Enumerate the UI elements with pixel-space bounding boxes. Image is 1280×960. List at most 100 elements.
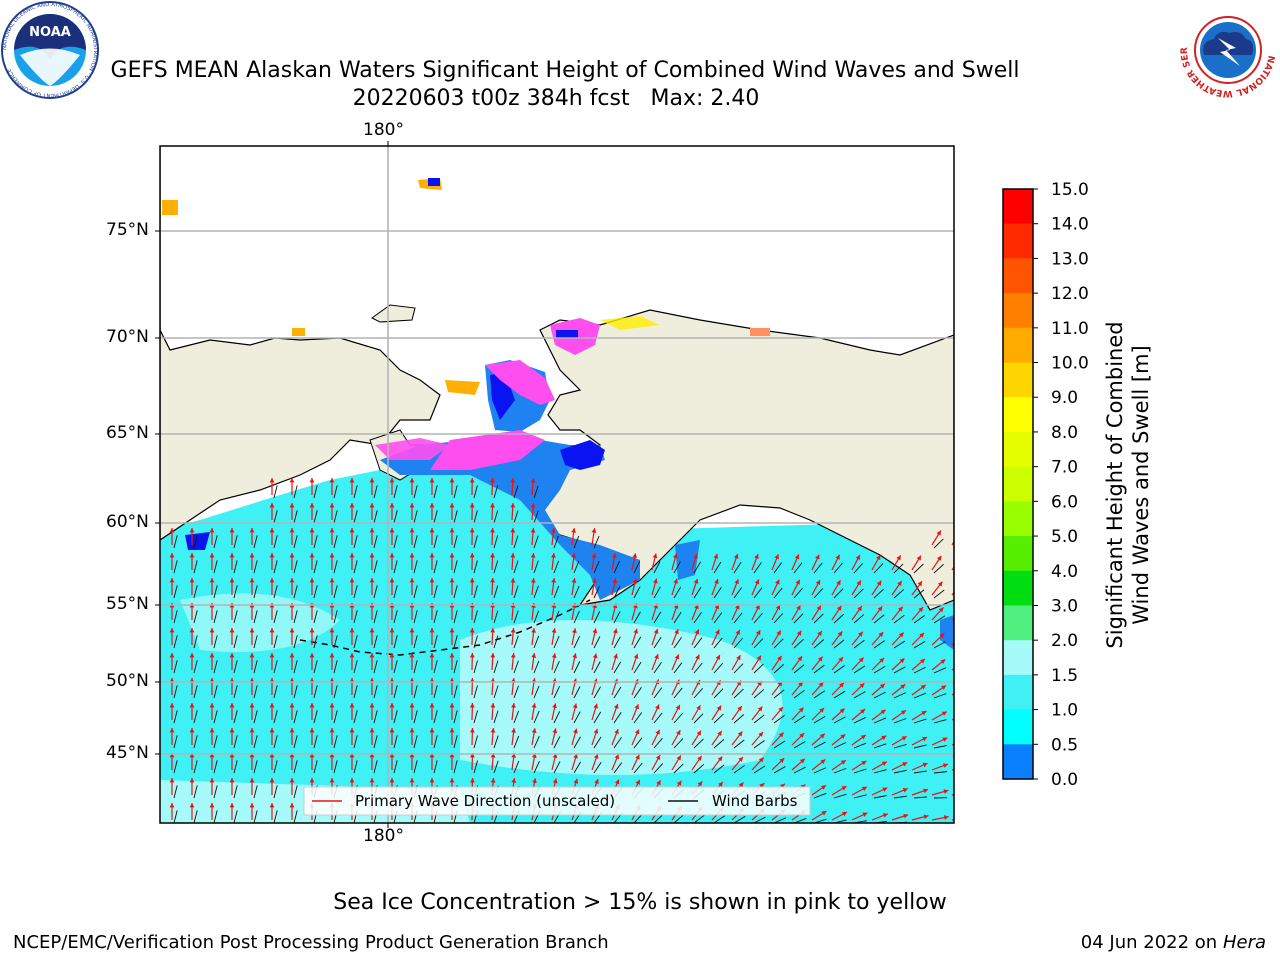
wind-barb bbox=[333, 660, 338, 674]
wave-arrow-head bbox=[876, 580, 882, 586]
wind-barb bbox=[613, 636, 621, 649]
lat-label-45: 45°N bbox=[106, 743, 149, 763]
wave-arrow-head bbox=[963, 738, 968, 742]
wave-arrow-head bbox=[530, 553, 536, 558]
wind-barb bbox=[353, 635, 358, 649]
wave-arrow-head bbox=[429, 553, 435, 558]
wave-arrow-head bbox=[964, 815, 969, 820]
wave-arrow-head bbox=[957, 556, 961, 561]
sea-ice-orange bbox=[445, 380, 480, 395]
wave-arrow-head bbox=[229, 753, 235, 758]
wave-arrow-head bbox=[713, 553, 719, 559]
wind-barb bbox=[813, 613, 824, 624]
wave-arrow-head bbox=[229, 778, 235, 783]
wind-barb bbox=[873, 717, 887, 724]
colorbar-tick-label: 5.0 bbox=[1051, 527, 1078, 547]
wind-barb bbox=[213, 685, 218, 699]
footer-date-text: 04 Jun 2022 on bbox=[1080, 932, 1218, 953]
wind-barb bbox=[813, 664, 825, 674]
wind-barb bbox=[753, 714, 765, 724]
wind-barb bbox=[373, 560, 378, 574]
wind-barb bbox=[273, 560, 278, 574]
map-frame bbox=[159, 145, 955, 824]
wave-arrow-head bbox=[693, 553, 698, 559]
wind-barb bbox=[233, 735, 238, 749]
wind-barb bbox=[233, 560, 238, 574]
wind-barb bbox=[593, 535, 600, 549]
wind-barb bbox=[853, 768, 867, 774]
wind-barb bbox=[533, 761, 540, 774]
wind-barb bbox=[293, 485, 298, 499]
wind-barb bbox=[513, 635, 519, 649]
wind-barb bbox=[673, 611, 682, 624]
wind-barb bbox=[873, 614, 885, 624]
wind-barb bbox=[733, 637, 743, 649]
wind-barb bbox=[833, 793, 847, 799]
wave-arrow-head bbox=[409, 503, 415, 508]
wave-arrow-head bbox=[879, 683, 885, 689]
wind-barb bbox=[413, 610, 418, 624]
wave-arrow-head bbox=[898, 606, 903, 612]
wind-barb bbox=[253, 585, 258, 599]
wave-arrow-head bbox=[369, 703, 375, 708]
noaa-logo-icon: NOAA NATIONAL OCEANIC AND ATMOSPHERIC AD… bbox=[1, 1, 99, 99]
wind-barb bbox=[513, 535, 519, 549]
map-legend: Primary Wave Direction (unscaled) Wind B… bbox=[303, 786, 811, 816]
wave-arrow-head bbox=[449, 478, 455, 483]
wave-arrow-head bbox=[209, 628, 215, 633]
wind-barb bbox=[853, 794, 867, 799]
wind-barb bbox=[313, 585, 318, 599]
wind-barb bbox=[453, 560, 458, 574]
wave-arrow-head bbox=[819, 708, 825, 713]
wave-arrow-head bbox=[842, 811, 848, 817]
wind-barb bbox=[193, 810, 198, 823]
wind-barb bbox=[293, 610, 298, 624]
wind-barb bbox=[313, 535, 318, 549]
footer-branch: NCEP/EMC/Verification Post Processing Pr… bbox=[13, 932, 609, 953]
wind-barb bbox=[893, 692, 907, 699]
wind-barb bbox=[773, 638, 784, 649]
wave-arrow-head bbox=[674, 629, 679, 635]
wind-barb bbox=[493, 760, 499, 774]
wave-arrow-head bbox=[655, 729, 660, 735]
wind-barb bbox=[413, 760, 418, 774]
wind-barb bbox=[473, 485, 478, 499]
wave-arrow-head bbox=[349, 753, 355, 758]
wind-barb bbox=[333, 585, 338, 599]
wave-arrow-head bbox=[837, 631, 843, 637]
wind-barb bbox=[353, 610, 358, 624]
wind-barb bbox=[933, 538, 944, 549]
wave-arrow-head bbox=[409, 578, 415, 583]
chart-title-line1: GEFS MEAN Alaskan Waters Significant Hei… bbox=[110, 58, 1020, 83]
wind-barb bbox=[913, 744, 927, 749]
wave-arrow-head bbox=[878, 632, 884, 638]
wave-arrow-head bbox=[389, 503, 395, 508]
wave-arrow-head bbox=[209, 778, 215, 783]
wind-barb bbox=[453, 710, 458, 724]
colorbar-tick-label: 1.0 bbox=[1051, 701, 1078, 721]
wave-arrow-head bbox=[289, 628, 295, 633]
colorbar: 15.0 14.0 13.0 12.0 11.0 10.0 9.0 8.0 7.0 6.0 5.0 4… bbox=[1002, 180, 1089, 790]
wave-arrow-head bbox=[635, 779, 640, 785]
wind-barb bbox=[273, 660, 278, 674]
wind-barb bbox=[173, 735, 178, 749]
wind-barb bbox=[533, 735, 540, 749]
wave-arrow-head bbox=[936, 555, 942, 561]
wind-barb bbox=[493, 660, 499, 674]
wind-barb bbox=[493, 585, 499, 599]
wave-arrow-head bbox=[169, 628, 175, 633]
wind-barb bbox=[233, 710, 238, 724]
wave-arrow-head bbox=[511, 778, 517, 783]
wind-barb bbox=[593, 761, 602, 774]
wave-arrow-head bbox=[469, 528, 475, 533]
wave-arrow-head bbox=[653, 628, 659, 634]
wind-barb bbox=[253, 535, 258, 549]
wave-arrow-head bbox=[734, 579, 739, 585]
wind-barb bbox=[713, 815, 726, 823]
wind-barb bbox=[473, 760, 479, 774]
wave-arrow-head bbox=[409, 753, 415, 758]
wind-barb bbox=[373, 535, 378, 549]
wind-barb bbox=[953, 697, 954, 698]
wind-barb bbox=[673, 763, 684, 774]
wave-arrow-head bbox=[349, 578, 355, 583]
